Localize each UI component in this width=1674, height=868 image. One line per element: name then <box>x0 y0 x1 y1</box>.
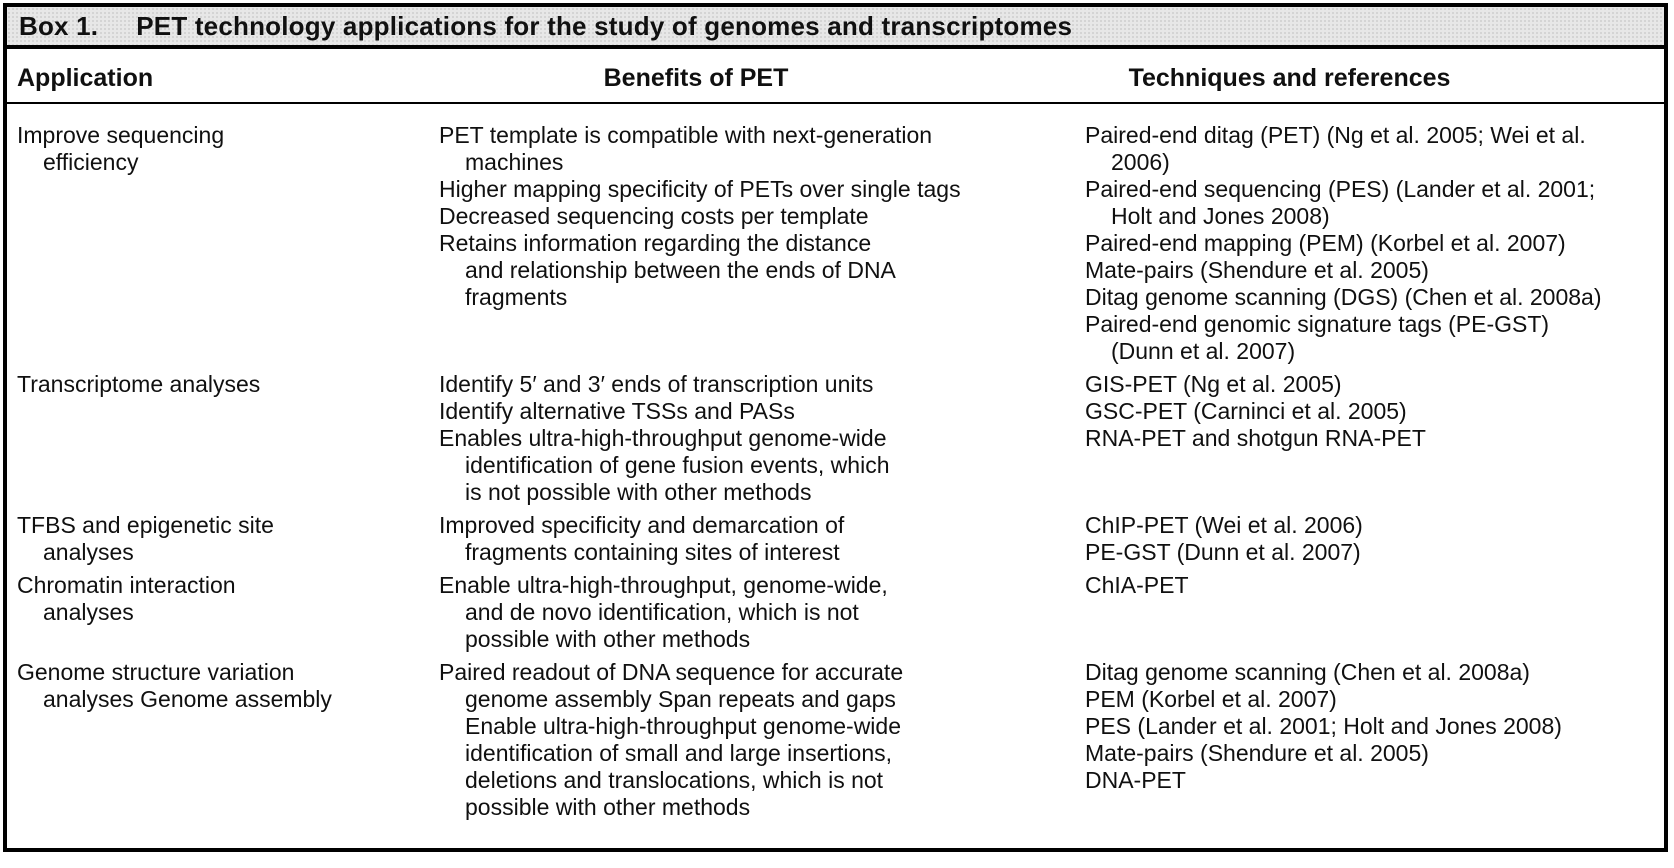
text-line: genome assembly Span repeats and gaps <box>465 686 896 712</box>
box1-frame: Box 1. PET technology applications for t… <box>3 3 1668 852</box>
text-line: Mate-pairs (Shendure et al. 2005) <box>1085 740 1429 766</box>
text-line: deletions and translocations, which is n… <box>465 767 884 793</box>
text-line: Chromatin interaction <box>17 572 236 598</box>
box-title-text: PET technology applications for the stud… <box>136 10 1073 41</box>
text-line: Transcriptome analyses <box>17 371 261 397</box>
text-line: PET template is compatible with next-gen… <box>439 122 933 148</box>
text-line: possible with other methods <box>465 626 751 652</box>
text-line: Retains information regarding the distan… <box>439 230 872 256</box>
text-line: Identify alternative TSSs and PASs <box>439 398 795 424</box>
text-line: Enable ultra-high-throughput, genome-wid… <box>439 572 888 598</box>
text-line: Paired-end genomic signature tags (PE-GS… <box>1085 311 1550 337</box>
box-title-bar: Box 1. PET technology applications for t… <box>7 7 1664 49</box>
benefits-cell: Paired readout of DNA sequence for accur… <box>427 659 1075 821</box>
benefits-cell: PET template is compatible with next-gen… <box>427 122 1075 365</box>
box-number-label: Box 1. <box>19 10 99 41</box>
benefits-cell: Improved specificity and demarcation of f… <box>427 512 1075 566</box>
benefits-cell: Enable ultra-high-throughput, genome-wid… <box>427 572 1075 653</box>
text-line: PEM (Korbel et al. 2007) <box>1085 686 1337 712</box>
techniques-cell: ChIP-PET (Wei et al. 2006) PE-GST (Dunn e… <box>1075 512 1664 566</box>
text-line: analyses Genome assembly <box>43 686 332 712</box>
text-line: Ditag genome scanning (DGS) (Chen et al.… <box>1085 284 1602 310</box>
text-line: Holt and Jones 2008) <box>1111 203 1330 229</box>
text-line: and de novo identification, which is not <box>465 599 859 625</box>
text-line: fragments containing sites of interest <box>465 539 840 565</box>
techniques-cell: Ditag genome scanning (Chen et al. 2008a… <box>1075 659 1664 821</box>
column-header-application: Application <box>17 64 154 92</box>
table-header-row: Application Benefits of PET Techniques a… <box>7 49 1664 104</box>
column-header-benefits: Benefits of PET <box>603 64 789 92</box>
text-line: is not possible with other methods <box>465 479 812 505</box>
text-line: Mate-pairs (Shendure et al. 2005) <box>1085 257 1429 283</box>
table-row: Genome structure variation analyses Genom… <box>7 659 1664 821</box>
text-line: analyses <box>43 539 134 565</box>
text-line: Enable ultra-high-throughput genome-wide <box>465 713 902 739</box>
text-line: ChIP-PET (Wei et al. 2006) <box>1085 512 1363 538</box>
text-line: fragments <box>465 284 568 310</box>
text-line: GIS-PET (Ng et al. 2005) <box>1085 371 1342 397</box>
text-line: Genome structure variation <box>17 659 295 685</box>
text-line: analyses <box>43 599 134 625</box>
text-line: identification of gene fusion events, wh… <box>465 452 890 478</box>
text-line: Improve sequencing <box>17 122 225 148</box>
text-line: TFBS and epigenetic site <box>17 512 274 538</box>
techniques-cell: GIS-PET (Ng et al. 2005) GSC-PET (Carninc… <box>1075 371 1664 506</box>
table-body: Improve sequencing efficiency PET template… <box>7 104 1664 821</box>
table-row: Chromatin interaction analyses Enable ultr… <box>7 572 1664 653</box>
text-line: efficiency <box>43 149 139 175</box>
application-cell: Improve sequencing efficiency <box>7 122 427 365</box>
application-cell: TFBS and epigenetic site analyses <box>7 512 427 566</box>
text-line: Paired-end mapping (PEM) (Korbel et al. … <box>1085 230 1566 256</box>
table-row: Transcriptome analyses Identify 5′ and 3′… <box>7 371 1664 506</box>
application-cell: Transcriptome analyses <box>7 371 427 506</box>
text-line: Paired-end sequencing (PES) (Lander et a… <box>1085 176 1596 202</box>
text-line: RNA-PET and shotgun RNA-PET <box>1085 425 1426 451</box>
text-line: Identify 5′ and 3′ ends of transcription… <box>439 371 874 397</box>
text-line: machines <box>465 149 564 175</box>
techniques-cell: ChIA-PET <box>1075 572 1664 653</box>
text-line: identification of small and large insert… <box>465 740 893 766</box>
application-cell: Genome structure variation analyses Genom… <box>7 659 427 821</box>
text-line: DNA-PET <box>1085 767 1186 793</box>
text-line: Improved specificity and demarcation of <box>439 512 845 538</box>
application-cell: Chromatin interaction analyses <box>7 572 427 653</box>
table-row: TFBS and epigenetic site analyses Improved… <box>7 512 1664 566</box>
benefits-cell: Identify 5′ and 3′ ends of transcription… <box>427 371 1075 506</box>
column-header-techniques: Techniques and references <box>1128 64 1451 92</box>
text-line: (Dunn et al. 2007) <box>1111 338 1296 364</box>
text-line: GSC-PET (Carninci et al. 2005) <box>1085 398 1407 424</box>
text-line: Paired readout of DNA sequence for accur… <box>439 659 904 685</box>
text-line: 2006) <box>1111 149 1170 175</box>
text-line: Decreased sequencing costs per template <box>439 203 869 229</box>
text-line: Enables ultra-high-throughput genome-wid… <box>439 425 887 451</box>
text-line: PES (Lander et al. 2001; Holt and Jones … <box>1085 713 1562 739</box>
text-line: possible with other methods <box>465 794 751 820</box>
text-line: and relationship between the ends of DNA <box>465 257 896 283</box>
text-line: Paired-end ditag (PET) (Ng et al. 2005; … <box>1085 122 1586 148</box>
techniques-cell: Paired-end ditag (PET) (Ng et al. 2005; … <box>1075 122 1664 365</box>
table-row: Improve sequencing efficiency PET template… <box>7 122 1664 365</box>
text-line: PE-GST (Dunn et al. 2007) <box>1085 539 1361 565</box>
text-line: Ditag genome scanning (Chen et al. 2008a… <box>1085 659 1530 685</box>
text-line: ChIA-PET <box>1085 572 1189 598</box>
text-line: Higher mapping specificity of PETs over … <box>439 176 961 202</box>
